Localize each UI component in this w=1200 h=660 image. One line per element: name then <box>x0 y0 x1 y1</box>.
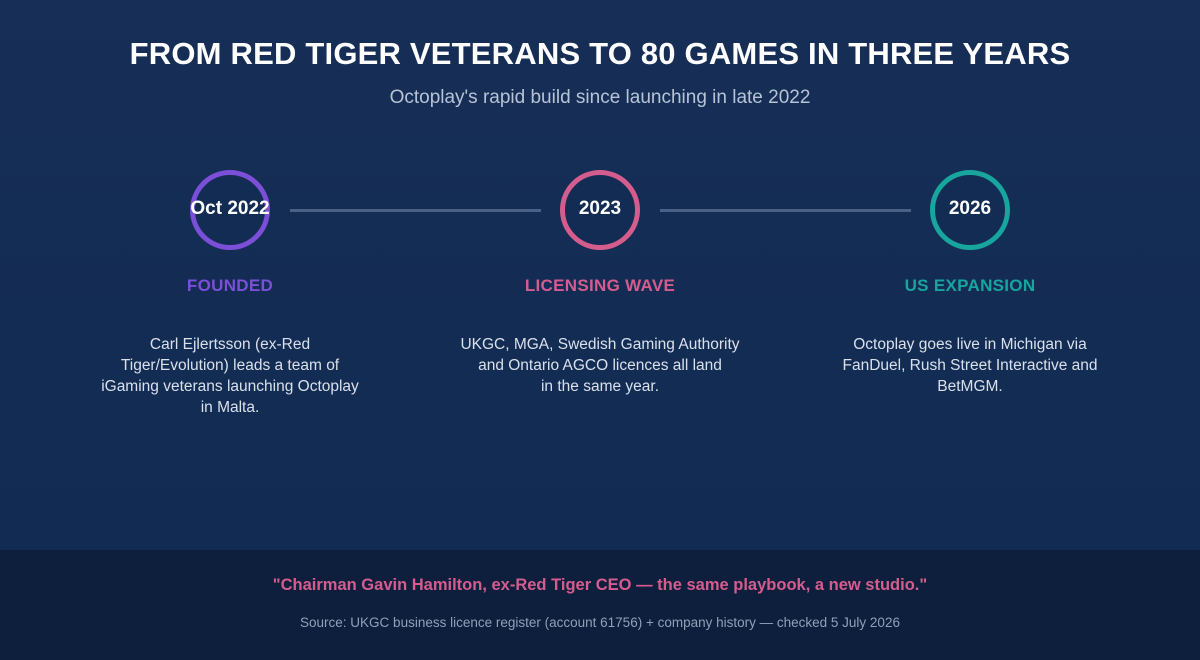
timeline-connector-2 <box>660 209 911 212</box>
milestone-date-expansion: 2026 <box>948 198 992 219</box>
milestone-description-licensing: UKGC, MGA, Swedish Gaming Authority and … <box>440 334 760 397</box>
milestone-node-licensing <box>560 170 640 250</box>
description-line: BetMGM. <box>937 378 1003 395</box>
milestone-date-founded: Oct 2022 <box>190 198 270 219</box>
milestone-description-expansion: Octoplay goes live in Michigan via FanDu… <box>815 334 1125 397</box>
milestone-phase-founded: FOUNDED <box>186 276 274 295</box>
milestone-date-licensing: 2023 <box>578 198 622 219</box>
page-title: FROM RED TIGER VETERANS TO 80 GAMES IN T… <box>129 36 1071 71</box>
page-subtitle: Octoplay's rapid build since launching i… <box>389 87 811 108</box>
description-line: Carl Ejlertsson (ex-Red <box>149 336 311 353</box>
description-line: in the same year. <box>540 378 660 395</box>
description-line: in Malta. <box>200 399 260 416</box>
description-line: Octoplay goes live in Michigan via <box>853 336 1087 353</box>
milestone-phase-licensing: LICENSING WAVE <box>524 276 676 295</box>
header-background <box>0 0 1200 550</box>
footer-source: Source: UKGC business licence register (… <box>300 615 900 630</box>
description-line: UKGC, MGA, Swedish Gaming Authority <box>460 336 740 353</box>
description-line: FanDuel, Rush Street Interactive and <box>842 357 1098 374</box>
footer-quote: "Chairman Gavin Hamilton, ex-Red Tiger C… <box>272 576 928 594</box>
footer-band: "Chairman Gavin Hamilton, ex-Red Tiger C… <box>0 550 1200 660</box>
milestone-phase-expansion: US EXPANSION <box>904 276 1036 295</box>
milestone-node-founded <box>190 170 270 250</box>
milestone-description-founded: Carl Ejlertsson (ex-Red Tiger/Evolution)… <box>80 334 380 418</box>
milestone-node-expansion <box>930 170 1010 250</box>
timeline-connector-1 <box>290 209 541 212</box>
description-line: and Ontario AGCO licences all land <box>478 357 722 374</box>
description-line: iGaming veterans launching Octoplay <box>101 378 359 395</box>
description-line: Tiger/Evolution) leads a team of <box>120 357 340 374</box>
